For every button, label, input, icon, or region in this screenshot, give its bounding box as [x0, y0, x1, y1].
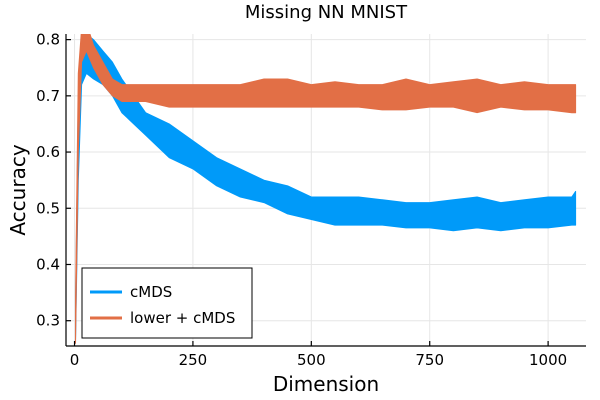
legend-box	[81, 267, 253, 339]
x-axis-title: Dimension	[273, 372, 379, 396]
y-tick-label: 0.3	[36, 312, 60, 330]
series-band-cmds	[75, 34, 577, 344]
axes	[65, 34, 586, 347]
legend-label-cmds: cMDS	[130, 283, 172, 301]
y-tick-label: 0.4	[36, 255, 60, 273]
y-tick-label: 0.8	[36, 31, 60, 49]
chart-title: Missing NN MNIST	[245, 2, 408, 23]
y-tick-label: 0.5	[36, 199, 60, 217]
y-tick-label: 0.6	[36, 143, 60, 161]
legend: cMDS lower + cMDS	[81, 267, 253, 339]
x-tick-label: 0	[70, 351, 80, 369]
series-band-lower-cmds	[75, 34, 577, 344]
legend-label-lower-cmds: lower + cMDS	[130, 309, 235, 327]
x-tick-label: 250	[179, 351, 208, 369]
series-area-group	[75, 34, 577, 344]
x-tick-label: 500	[297, 351, 326, 369]
y-tick-label: 0.7	[36, 87, 60, 105]
y-axis-title: Accuracy	[6, 144, 30, 235]
x-tick-label: 1000	[529, 351, 567, 369]
tick-labels: 0 250 500 750 1000 0.3 0.4 0.5 0.6 0.7 0.8	[36, 31, 567, 369]
x-tick-label: 750	[415, 351, 444, 369]
